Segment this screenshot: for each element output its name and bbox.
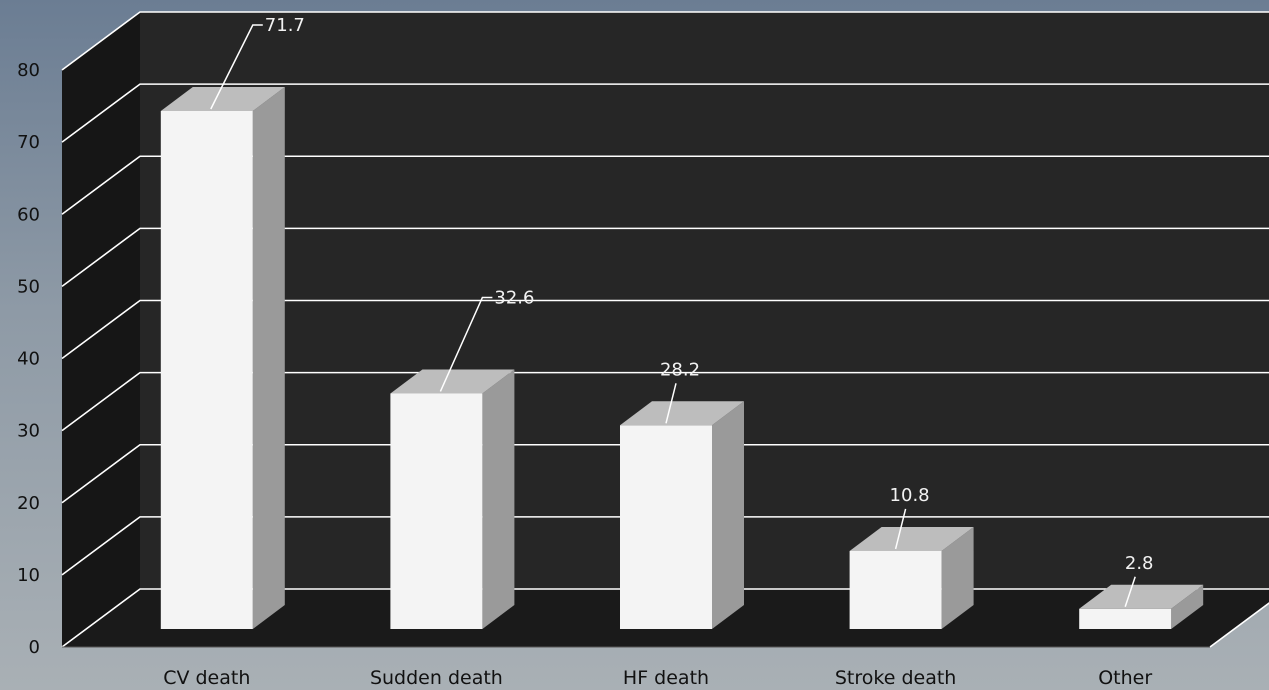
bar-side [712, 401, 744, 629]
bar-top [620, 401, 744, 426]
bar-side [252, 87, 285, 629]
bars: 71.7 32.6 28.2 10.8 2.8 [160, 15, 1204, 629]
bar-front [620, 425, 712, 629]
y-tick-label: 0 [29, 637, 40, 658]
bar: 71.7 [160, 15, 305, 629]
floor-edge [1209, 602, 1269, 648]
bar-top [1079, 584, 1204, 609]
bar-side [1171, 584, 1204, 629]
y-tick-label: 50 [17, 276, 40, 297]
data-label: 32.6 [494, 287, 534, 308]
bar-side [482, 369, 515, 629]
x-axis: CV death Sudden death HF death Stroke death… [163, 667, 1152, 689]
x-category-label: CV death [163, 667, 250, 689]
y-tick-label: 30 [17, 421, 40, 442]
data-label-leader [894, 508, 907, 550]
x-category-label: Other [1098, 667, 1152, 689]
y-axis: 0 10 20 30 40 50 60 70 80 [17, 60, 40, 658]
y-tick-label: 10 [17, 565, 40, 586]
data-label: 71.7 [265, 15, 305, 36]
bar-front [390, 393, 483, 629]
bar-front [849, 550, 942, 629]
data-label: 28.2 [660, 359, 700, 380]
bar-top [849, 526, 974, 551]
bar-side [941, 526, 974, 629]
gridline [61, 299, 1269, 360]
y-tick-label: 40 [17, 349, 40, 370]
data-label-leader [665, 383, 677, 424]
gridline [61, 11, 1269, 71]
bar: 2.8 [1079, 553, 1204, 629]
gridline [61, 83, 1269, 143]
gridline [61, 227, 1269, 288]
data-label-leader [1124, 576, 1136, 608]
bar-front [160, 111, 253, 629]
y-tick-label: 80 [17, 60, 40, 81]
x-category-label: Sudden death [370, 667, 503, 689]
data-label: 2.8 [1125, 553, 1154, 574]
gridline [61, 516, 1269, 576]
bar-front [1079, 608, 1172, 629]
bar: 28.2 [620, 359, 744, 629]
data-label-leader [439, 296, 493, 392]
gridline [61, 155, 1269, 215]
gridline [61, 443, 1269, 504]
gridlines [61, 11, 1269, 648]
bar-top [390, 369, 515, 394]
bar: 32.6 [390, 287, 534, 629]
x-category-label: Stroke death [835, 667, 956, 689]
y-tick-label: 20 [17, 493, 40, 514]
x-category-label: HF death [623, 667, 709, 689]
data-label: 10.8 [890, 485, 930, 506]
y-tick-label: 60 [17, 204, 40, 225]
bar: 10.8 [849, 485, 974, 629]
gridline [61, 371, 1269, 432]
y-tick-label: 70 [17, 132, 40, 153]
data-label-leader [210, 24, 263, 110]
bar-top [160, 87, 285, 111]
